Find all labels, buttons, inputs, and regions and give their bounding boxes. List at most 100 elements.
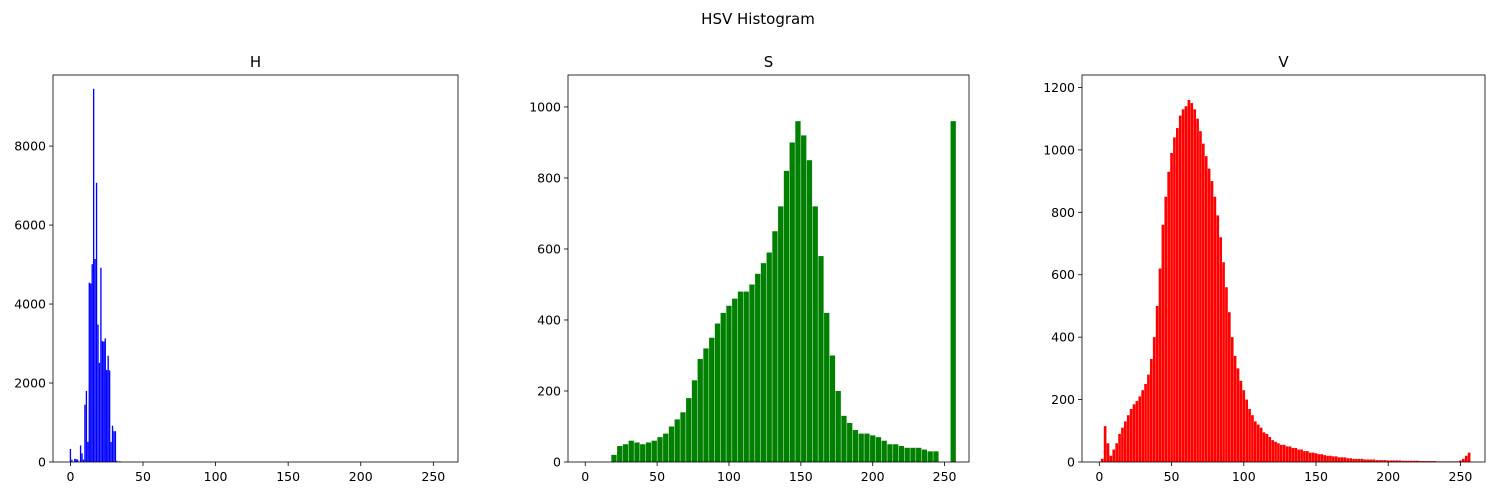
hist-bar-v: [1294, 447, 1298, 462]
hist-bar-s: [697, 359, 703, 462]
y-tick-label-s: 200: [537, 383, 561, 398]
hist-bar-v: [1204, 156, 1208, 462]
hist-bar-s: [640, 444, 646, 462]
hist-bar-v: [1401, 460, 1404, 462]
hist-bar-h: [69, 448, 72, 462]
y-tick-label-s: 800: [537, 170, 561, 185]
hist-bar-h: [91, 264, 93, 462]
hist-bar-s: [703, 348, 709, 462]
hist-bar-v: [1251, 415, 1254, 462]
hist-bar-v: [1291, 447, 1295, 462]
hist-bar-s: [732, 298, 738, 462]
hist-bar-v: [1464, 455, 1468, 462]
hist-bar-v: [1103, 426, 1107, 462]
hist-bar-v: [1222, 262, 1225, 462]
hist-bar-s: [772, 231, 778, 462]
hist-bar-s: [818, 256, 824, 462]
hist-bar-v: [1462, 458, 1465, 462]
hist-bar-v: [1262, 432, 1266, 462]
hist-bar-v: [1109, 455, 1113, 462]
hist-bar-h: [75, 459, 77, 462]
hist-bar-s: [801, 135, 807, 463]
hist-bar-h: [101, 341, 104, 462]
hist-bar-s: [927, 451, 933, 462]
hist-bar-h: [71, 459, 73, 462]
x-tick-label-h: 50: [135, 469, 151, 484]
hist-bar-s: [760, 263, 767, 462]
y-tick-label-v: 0: [1067, 455, 1075, 470]
hist-bar-v: [1320, 454, 1324, 462]
x-tick-label-s: 200: [861, 469, 885, 484]
hist-bar-v: [1202, 143, 1205, 462]
hist-bar-v: [1259, 427, 1263, 462]
hist-bar-s: [720, 312, 726, 462]
hist-bar-v: [1300, 449, 1303, 462]
hist-bar-s: [663, 433, 669, 462]
hist-bar-s: [691, 380, 698, 462]
hist-bar-v: [1280, 444, 1283, 462]
hist-bar-s: [651, 440, 657, 462]
hist-bar-v: [1424, 461, 1428, 462]
hist-bar-s: [852, 430, 859, 462]
hist-bar-v: [1404, 460, 1407, 462]
hist-bar-v: [1265, 433, 1269, 462]
hist-bar-h: [79, 445, 82, 462]
hist-bar-v: [1152, 337, 1156, 462]
hist-bar-v: [1187, 99, 1191, 462]
axes-frame-h: [52, 74, 459, 463]
hist-bar-v: [1395, 460, 1399, 462]
hist-bar-s: [841, 415, 847, 462]
hist-bar-h: [95, 182, 98, 462]
hist-bar-v: [1164, 196, 1168, 462]
x-tick-label-s: 0: [581, 469, 589, 484]
hist-bar-v: [1459, 460, 1462, 462]
hist-bar-s: [617, 446, 623, 462]
hist-bar-v: [1155, 305, 1159, 462]
hist-bar-s: [893, 444, 899, 462]
hist-bar-s: [611, 454, 617, 462]
hist-bar-v: [1360, 458, 1364, 462]
hist-bar-v: [1135, 401, 1139, 462]
hist-bar-v: [1199, 131, 1202, 462]
hist-bar-v: [1386, 460, 1390, 462]
hist-bar-v: [1115, 443, 1118, 462]
hist-bar-v: [1100, 458, 1104, 462]
axes-frame-v: [1081, 74, 1486, 463]
hist-bar-v: [1274, 441, 1277, 462]
hist-bar-v: [1118, 433, 1121, 462]
hist-bar-h: [104, 338, 106, 462]
hist-bar-v: [1392, 460, 1396, 462]
hist-bar-s: [668, 426, 675, 462]
hist-bar-v: [1225, 287, 1228, 462]
hist-bar-v: [1178, 115, 1182, 462]
y-tick-label-v: 1000: [1043, 142, 1075, 157]
hist-bar-h: [100, 267, 102, 462]
hist-bar-v: [1306, 451, 1309, 462]
hist-bar-s: [795, 121, 801, 462]
hist-bar-v: [1343, 457, 1347, 462]
hist-bar-v: [1219, 237, 1222, 462]
hist-bar-h: [111, 425, 114, 462]
hist-bar-h: [94, 259, 96, 462]
x-tick-label-v: 0: [1095, 469, 1103, 484]
hist-bar-v: [1158, 268, 1162, 462]
hist-bar-h: [98, 362, 101, 462]
hist-bar-h: [103, 341, 105, 462]
hist-bar-h: [92, 88, 95, 462]
hist-bar-v: [1190, 103, 1194, 462]
x-tick-label-v: 50: [1164, 469, 1180, 484]
hist-bar-v: [1288, 446, 1292, 462]
hist-bar-s: [887, 444, 893, 462]
hist-bar-h: [110, 441, 112, 462]
hist-bar-s: [714, 323, 721, 462]
hist-bar-v: [1303, 451, 1306, 462]
hist-bar-v: [1421, 461, 1425, 462]
hist-bar-v: [1132, 404, 1136, 462]
x-tick-label-v: 100: [1232, 469, 1256, 484]
hist-bar-v: [1207, 168, 1211, 462]
hist-bar-v: [1332, 456, 1335, 462]
hist-bar-v: [1352, 458, 1355, 462]
hist-bar-v: [1372, 459, 1376, 462]
histogram-panel-h: 0 50 100 150 200 250 0 2000 4000 6000 8000 H: [14, 53, 459, 484]
y-tick-label-h: 4000: [14, 297, 46, 312]
